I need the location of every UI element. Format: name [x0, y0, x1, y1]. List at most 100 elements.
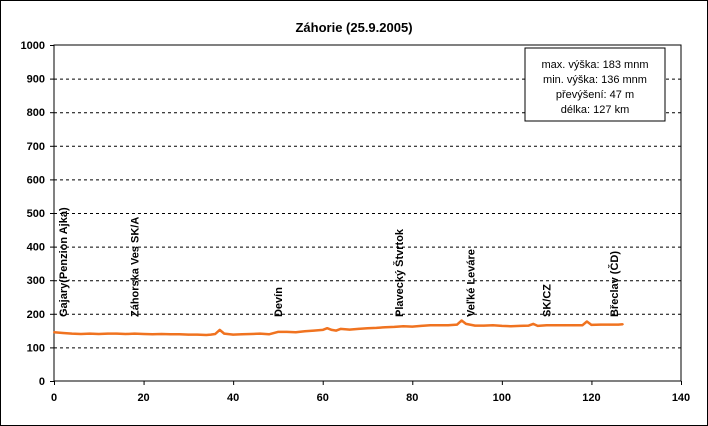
- x-tick-label: 120: [582, 392, 600, 404]
- data-point: [509, 325, 512, 328]
- data-point: [339, 327, 342, 330]
- data-point: [106, 332, 109, 335]
- data-point: [209, 333, 212, 336]
- data-point: [303, 330, 306, 333]
- data-point: [465, 322, 467, 325]
- data-point: [375, 326, 378, 329]
- x-tick-label: 40: [227, 392, 239, 404]
- data-point: [62, 332, 64, 334]
- place-label: Devín: [273, 287, 285, 317]
- data-point: [115, 332, 118, 335]
- x-tick-label: 100: [493, 392, 511, 404]
- data-point: [621, 323, 624, 326]
- series-group: [53, 319, 624, 337]
- data-point: [599, 323, 602, 326]
- info-elevation-gain: převýšení: 47 m: [556, 89, 634, 101]
- data-point: [97, 333, 100, 335]
- y-tick-label: 500: [27, 208, 45, 220]
- info-length: délka: 127 km: [561, 104, 629, 116]
- data-point: [330, 328, 333, 331]
- data-point: [205, 334, 208, 336]
- x-tick-label: 80: [406, 392, 418, 404]
- data-point: [563, 324, 566, 327]
- y-tick-label: 400: [27, 242, 45, 254]
- info-box-frame: [524, 47, 666, 122]
- data-point: [70, 332, 73, 335]
- x-tick-label: 20: [137, 392, 149, 404]
- place-label: Veľké Leváre: [466, 249, 478, 317]
- series-line-elevation: [53, 319, 623, 337]
- data-point: [393, 325, 396, 328]
- info-max-height: max. výška: 183 mnm: [542, 59, 649, 71]
- data-point: [232, 333, 235, 336]
- data-point: [518, 324, 521, 327]
- data-point: [456, 323, 459, 326]
- y-tick-label: 200: [27, 309, 45, 321]
- data-point: [420, 324, 423, 327]
- data-point: [133, 332, 136, 335]
- y-tick-label: 800: [27, 107, 45, 119]
- data-point: [88, 332, 91, 335]
- place-label: SK/CZ: [542, 284, 554, 317]
- place-label: Gajary(Penzion Ajka): [58, 207, 70, 317]
- data-point: [79, 333, 82, 335]
- data-point: [124, 333, 127, 335]
- data-point: [438, 324, 441, 327]
- place-label: Záhorska Ves SK/A: [130, 217, 142, 317]
- data-point: [500, 324, 503, 327]
- x-tick-label: 60: [317, 392, 329, 404]
- data-point: [536, 324, 539, 327]
- data-point: [527, 324, 530, 327]
- data-point: [160, 333, 163, 335]
- chart-title: Záhorie (25.9.2005): [295, 20, 412, 35]
- y-tick-label: 0: [39, 376, 45, 388]
- info-box: max. výška: 183 mnm min. výška: 136 mnm …: [524, 47, 666, 122]
- data-point: [223, 332, 226, 335]
- y-tick-label: 1000: [21, 40, 45, 52]
- data-point: [429, 324, 432, 327]
- data-point: [276, 330, 279, 333]
- data-point: [259, 332, 261, 335]
- data-point: [617, 323, 620, 326]
- gridlines: [54, 78, 681, 349]
- data-point: [545, 324, 548, 327]
- data-point: [312, 329, 315, 332]
- data-point: [590, 323, 593, 326]
- data-point: [285, 330, 288, 333]
- data-point: [169, 333, 172, 336]
- y-tick-label: 700: [27, 141, 45, 153]
- data-point: [321, 328, 324, 331]
- data-point: [532, 322, 535, 325]
- data-point: [178, 333, 181, 336]
- data-point: [214, 333, 217, 335]
- data-point: [250, 333, 253, 335]
- y-tick-label: 100: [27, 342, 45, 354]
- data-point: [491, 324, 494, 327]
- data-point: [348, 328, 351, 331]
- y-tick-label: 600: [27, 174, 45, 186]
- x-tick-label: 140: [672, 392, 690, 404]
- info-min-height: min. výška: 136 mnm: [543, 74, 647, 86]
- data-point: [554, 324, 557, 327]
- data-point: [294, 331, 297, 334]
- data-point: [335, 329, 338, 332]
- data-point: [366, 327, 369, 330]
- data-point: [142, 333, 145, 335]
- data-point: [326, 327, 329, 330]
- data-point: [402, 325, 405, 328]
- data-point: [241, 333, 244, 336]
- data-point: [218, 328, 221, 331]
- y-tick-label: 300: [27, 275, 45, 287]
- axes: 0 100 200 300 400 500 600 700 800 900 1000 0 20 40 60 8…: [21, 40, 691, 404]
- data-point: [460, 319, 463, 322]
- x-tick-label: 0: [51, 392, 57, 404]
- data-point: [268, 333, 270, 336]
- data-point: [196, 333, 199, 336]
- data-point: [384, 326, 387, 329]
- data-point: [53, 331, 55, 334]
- data-point: [581, 324, 584, 327]
- place-label: Břeclav (ČD): [608, 251, 621, 317]
- data-point: [447, 324, 450, 327]
